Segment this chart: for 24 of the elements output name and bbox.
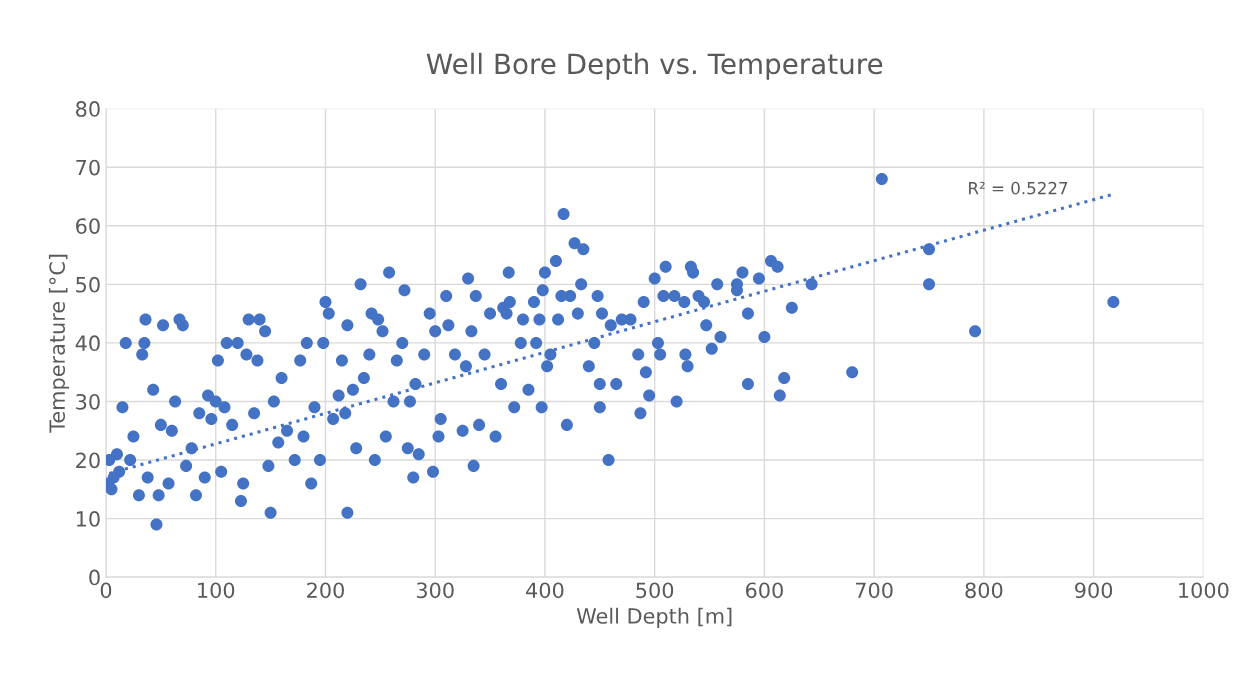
y-tick-label: 30 <box>76 393 100 410</box>
x-axis-title: Well Depth [m] <box>576 607 732 628</box>
y-tick-label: 50 <box>76 276 100 293</box>
y-tick-label: 70 <box>76 159 100 176</box>
chart-title: Well Bore Depth vs. Temperature <box>426 52 883 80</box>
annotation: R² = 0.5227 <box>969 181 1068 195</box>
y-tick-label: 60 <box>76 218 100 234</box>
x-tick-label: 100 <box>198 582 235 599</box>
y-tick-label: 10 <box>76 511 100 527</box>
x-tick-label: 400 <box>526 582 564 599</box>
x-tick-label: 700 <box>855 582 893 599</box>
x-tick-label: 200 <box>307 582 344 599</box>
x-tick-label: 600 <box>745 582 783 599</box>
y-tick-label: 20 <box>76 452 100 469</box>
y-tick-label: 80 <box>76 101 100 117</box>
x-tick-label: 500 <box>636 582 674 599</box>
y-tick-label: 40 <box>75 335 100 352</box>
x-tick-label: 900 <box>1075 582 1113 599</box>
y-axis-title: Temperature [°C] <box>48 254 70 433</box>
x-tick-label: 1000 <box>1179 582 1229 599</box>
y-tick-label: 0 <box>89 569 100 586</box>
x-tick-label: 800 <box>965 582 1003 599</box>
x-tick-label: 300 <box>416 582 454 599</box>
x-tick-label: 0 <box>100 582 112 599</box>
